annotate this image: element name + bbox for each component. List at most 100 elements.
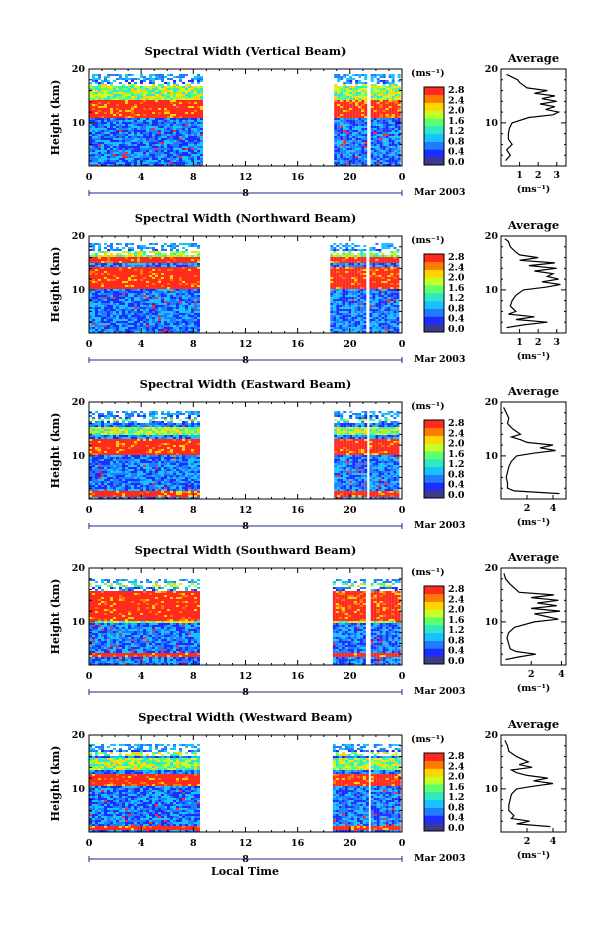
average-panel: Average 10 20 1 2 3(ms⁻¹) <box>485 51 567 195</box>
x-tick-label: 20 <box>343 339 357 350</box>
x-tick-label: 0 <box>399 838 406 849</box>
panel-3: Spectral Width (Eastward Beam)1020Height… <box>49 377 567 532</box>
x-tick-label: 0 <box>86 339 93 350</box>
colorbar-tick-label: 0.0 <box>448 157 465 168</box>
colorbar-tick-label: 0.8 <box>448 635 465 646</box>
x-tick-label: 0 <box>399 671 406 682</box>
x-tick-label: 4 <box>138 671 145 682</box>
y-tick-label: 20 <box>72 563 86 574</box>
colorbar-tick-label: 1.6 <box>448 782 465 793</box>
colorbar-tick-label: 0.4 <box>448 314 465 325</box>
average-x-tick-label: 2 <box>528 669 535 680</box>
x-tick-label: 20 <box>343 172 357 183</box>
colorbar-tick-label: 0.0 <box>448 823 465 834</box>
x-tick-label: 16 <box>291 838 305 849</box>
x-tick-label: 4 <box>138 505 145 516</box>
average-y-tick-label: 20 <box>485 231 499 242</box>
average-panel: Average 10 20 2 4 (ms⁻¹) <box>485 717 567 861</box>
date-bar: 8 Mar 2003 <box>88 354 465 366</box>
x-tick-label: 0 <box>86 838 93 849</box>
colorbar-tick-label: 2.4 <box>448 761 465 772</box>
y-axis-label: Height (km) <box>49 746 62 822</box>
date-label: Mar 2003 <box>414 520 465 531</box>
colorbar-tick-label: 0.4 <box>448 646 465 657</box>
colorbar-tick-label: 2.4 <box>448 594 465 605</box>
date-bar: 8 Mar 2003 <box>88 853 465 865</box>
panel-2: Spectral Width (Northward Beam)1020Heigh… <box>49 211 567 366</box>
colorbar-tick-label: 2.0 <box>448 439 465 450</box>
colorbar: (ms⁻¹) 0.00.40.81.21.62.02.42.8 <box>411 401 465 501</box>
average-y-tick-label: 10 <box>485 451 499 462</box>
average-y-tick-label: 20 <box>485 64 499 75</box>
x-tick-label: 16 <box>291 505 305 516</box>
colorbar-tick-label: 2.8 <box>448 85 465 96</box>
colorbar: (ms⁻¹) 0.00.40.81.21.62.02.42.8 <box>411 235 465 335</box>
x-axis: 0 4 8 12 16 20 0 <box>86 236 406 350</box>
x-tick-label: 8 <box>190 339 197 350</box>
average-x-tick-label: 2 <box>524 836 531 847</box>
colorbar-tick-label: 2.0 <box>448 273 465 284</box>
x-tick-label: 0 <box>86 505 93 516</box>
colorbar-tick-label: 2.4 <box>448 95 465 106</box>
average-x-label: (ms⁻¹) <box>517 683 551 694</box>
y-tick-label: 10 <box>72 285 86 296</box>
x-tick-label: 4 <box>138 172 145 183</box>
panel-title: Spectral Width (Northward Beam) <box>135 211 357 225</box>
average-profile-line <box>503 573 561 661</box>
average-frame <box>500 68 567 167</box>
average-x-label: (ms⁻¹) <box>517 351 551 362</box>
y-tick-label: 20 <box>72 64 86 75</box>
day-label: 8 <box>242 854 249 865</box>
average-x-label: (ms⁻¹) <box>517 517 551 528</box>
average-x-tick-label: 2 <box>524 503 531 514</box>
x-axis: 0 4 8 12 16 20 0 <box>86 568 406 682</box>
colorbar-tick-label: 2.0 <box>448 605 465 616</box>
y-axis-label: Height (km) <box>49 579 62 655</box>
colorbar-unit: (ms⁻¹) <box>411 235 445 246</box>
colorbar-tick-label: 2.8 <box>448 418 465 429</box>
average-y-tick-label: 20 <box>485 397 499 408</box>
colorbar-tick-label: 0.8 <box>448 802 465 813</box>
colorbar: (ms⁻¹) 0.00.40.81.21.62.02.42.8 <box>411 68 465 168</box>
average-x-label: (ms⁻¹) <box>517 184 551 195</box>
day-label: 8 <box>242 188 249 199</box>
y-axis: 10 20 <box>72 64 402 167</box>
x-tick-label: 8 <box>190 671 197 682</box>
y-axis-label: Height (km) <box>49 413 62 489</box>
x-tick-label: 8 <box>190 172 197 183</box>
heatmap-cells <box>89 243 400 333</box>
colorbar-tick-label: 1.6 <box>448 615 465 626</box>
x-tick-label: 16 <box>291 671 305 682</box>
colorbar-tick-label: 0.0 <box>448 656 465 667</box>
panel-1: Spectral Width (Vertical Beam)1020Height… <box>49 44 567 199</box>
average-x-label: (ms⁻¹) <box>517 850 551 861</box>
x-tick-label: 8 <box>190 505 197 516</box>
colorbar: (ms⁻¹) 0.00.40.81.21.62.02.42.8 <box>411 734 465 834</box>
panel-4: Spectral Width (Southward Beam)1020Heigh… <box>49 543 567 698</box>
x-tick-label: 0 <box>399 339 406 350</box>
colorbar-tick-label: 1.6 <box>448 116 465 127</box>
y-tick-label: 20 <box>72 730 86 741</box>
colorbar-unit: (ms⁻¹) <box>411 401 445 412</box>
x-axis-label: Local Time <box>211 865 279 878</box>
colorbar-tick-label: 2.0 <box>448 106 465 117</box>
colorbar-tick-label: 0.8 <box>448 136 465 147</box>
average-y-tick-label: 10 <box>485 617 499 628</box>
x-axis: 0 4 8 12 16 20 0 <box>86 735 406 849</box>
colorbar-tick-label: 0.0 <box>448 324 465 335</box>
x-tick-label: 12 <box>239 339 252 350</box>
average-profile-line <box>505 73 561 161</box>
colorbar: (ms⁻¹) 0.00.40.81.21.62.02.42.8 <box>411 567 465 667</box>
x-tick-label: 12 <box>239 505 252 516</box>
day-label: 8 <box>242 521 249 532</box>
colorbar-tick-label: 2.4 <box>448 428 465 439</box>
date-bar: 8 Mar 2003 <box>88 686 465 698</box>
colorbar-tick-label: 2.0 <box>448 772 465 783</box>
x-tick-label: 0 <box>86 671 93 682</box>
average-frame <box>500 567 567 666</box>
x-axis: 0 4 8 12 16 20 0 <box>86 402 406 516</box>
x-axis: 0 4 8 12 16 20 0 <box>86 69 406 183</box>
average-x-tick-label: 4 <box>550 503 557 514</box>
panel-title: Spectral Width (Vertical Beam) <box>145 44 347 58</box>
